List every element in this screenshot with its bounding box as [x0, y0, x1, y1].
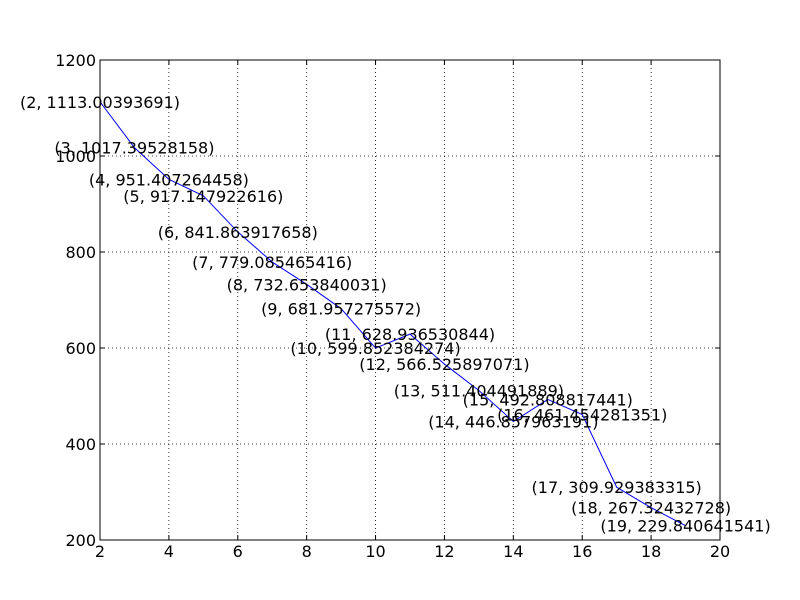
x-tick-label: 6: [233, 542, 243, 561]
data-label: (19, 229.840641541): [600, 517, 770, 536]
x-tick-label: 14: [503, 542, 523, 561]
x-tick-label: 20: [710, 542, 730, 561]
data-label: (5, 917.147922616): [123, 187, 283, 206]
data-label: (7, 779.085465416): [192, 253, 352, 272]
data-label: (16, 461.454281351): [497, 406, 667, 425]
x-tick-label: 8: [302, 542, 312, 561]
y-tick-label: 400: [65, 435, 96, 454]
x-tick-label: 2: [95, 542, 105, 561]
x-tick-label: 18: [641, 542, 661, 561]
data-label: (18, 267.32432728): [571, 499, 731, 518]
data-label: (11, 628.936530844): [325, 325, 495, 344]
axis-ticks: 2 4 6 8 10 12 14 16 18 20 200 400 600 800 1000 1200: [55, 51, 730, 561]
data-label: (2, 1113.00393691): [20, 93, 180, 112]
x-tick-label: 12: [434, 542, 454, 561]
grid: [100, 60, 720, 540]
data-label: (9, 681.957275572): [261, 300, 421, 319]
data-label: (13, 511.404491889): [394, 382, 564, 401]
x-tick-label: 16: [572, 542, 592, 561]
data-label: (10, 599.852384274): [290, 339, 460, 358]
plot-frame: [99, 59, 721, 541]
y-tick-label: 600: [65, 339, 96, 358]
data-label: (4, 951.407264458): [89, 170, 249, 189]
y-tick-label: 1000: [55, 147, 96, 166]
data-label: (12, 566.525897071): [359, 355, 529, 374]
data-label: (3, 1017.39528158): [54, 139, 214, 158]
series-line: [99, 101, 686, 527]
series-layer: [99, 101, 686, 527]
y-tick-label: 1200: [55, 51, 96, 70]
data-labels: (2, 1113.00393691) (3, 1017.39528158) (4, …: [20, 93, 771, 536]
data-label: (15, 492.808817441): [463, 390, 633, 409]
data-label: (17, 309.929383315): [532, 478, 702, 497]
y-tick-label: 800: [65, 243, 96, 262]
data-label: (6, 841.863917658): [158, 223, 318, 242]
x-tick-label: 10: [365, 542, 385, 561]
data-label: (14, 446.857963191): [428, 413, 598, 432]
y-tick-label: 200: [65, 531, 96, 550]
data-label: (8, 732.653840031): [227, 275, 387, 294]
x-tick-label: 4: [164, 542, 174, 561]
